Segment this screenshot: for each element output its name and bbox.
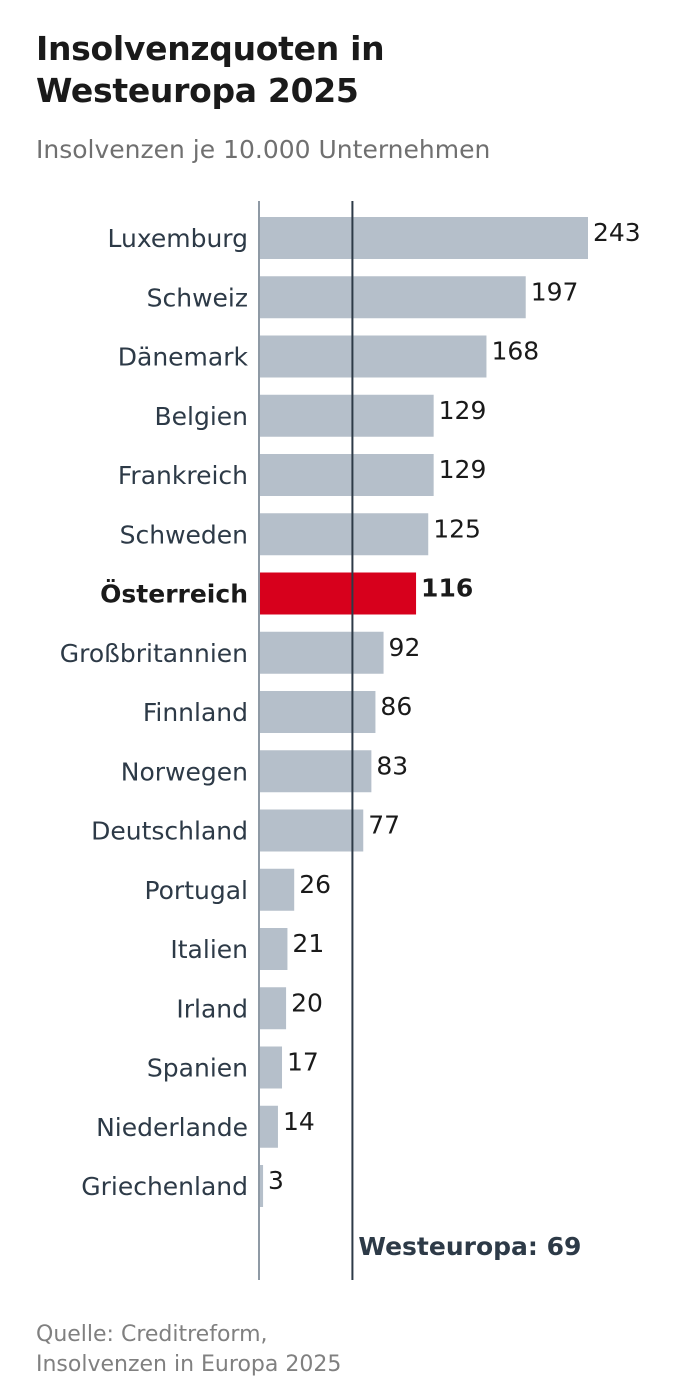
value-label-schweden: 125 — [433, 514, 481, 543]
chart-subtitle: Insolvenzen je 10.000 Unternehmen — [36, 135, 491, 164]
chart-title-line-1: Insolvenzquoten in — [36, 29, 385, 68]
bar-griechenland — [259, 1165, 264, 1207]
category-label-schweiz: Schweiz — [147, 283, 248, 312]
value-label-niederlande: 14 — [283, 1107, 315, 1136]
bar-luxemburg — [259, 217, 588, 259]
value-label-grossbritannien: 92 — [389, 633, 421, 662]
category-label-oesterreich: Österreich — [100, 579, 248, 609]
bar-niederlande — [259, 1105, 278, 1148]
value-label-belgien: 129 — [439, 396, 487, 425]
bar-chart-svg: Luxemburg 243 Schweiz 197 Dänemark 168 Belgien… — [60, 201, 641, 1280]
value-label-italien: 21 — [292, 929, 324, 958]
bar-frankreich — [259, 454, 434, 496]
category-label-schweden: Schweden — [120, 520, 248, 549]
bar-deutschland — [259, 809, 364, 852]
value-label-schweiz: 197 — [531, 277, 579, 306]
category-label-norwegen: Norwegen — [121, 757, 248, 786]
category-label-frankreich: Frankreich — [118, 461, 248, 490]
category-label-irland: Irland — [176, 994, 248, 1023]
value-label-deutschland: 77 — [368, 811, 400, 840]
bar-norwegen — [259, 750, 372, 793]
bar-schweiz — [259, 276, 526, 319]
value-label-irland: 20 — [291, 988, 323, 1017]
bar-daenemark — [259, 335, 487, 378]
value-label-norwegen: 83 — [376, 751, 408, 780]
bar-spanien — [259, 1046, 283, 1089]
bar-italien — [259, 928, 288, 970]
value-label-spanien: 17 — [287, 1048, 319, 1077]
source-note: Quelle: Creditreform, Insolvenzen in Eur… — [36, 1320, 341, 1380]
category-label-daenemark: Dänemark — [118, 343, 249, 372]
value-label-griechenland: 3 — [268, 1166, 284, 1195]
reference-line-label: Westeuropa: 69 — [358, 1232, 581, 1261]
category-label-niederlande: Niederlande — [96, 1113, 248, 1142]
value-label-finnland: 86 — [380, 692, 412, 721]
value-label-portugal: 26 — [299, 870, 331, 899]
chart-title-line-2: Westeuropa 2025 — [36, 71, 359, 110]
source-line-1: Quelle: Creditreform, — [36, 1322, 268, 1347]
source-line-2: Insolvenzen in Europa 2025 — [36, 1352, 342, 1377]
value-label-oesterreich: 116 — [421, 574, 473, 603]
category-label-portugal: Portugal — [144, 876, 248, 905]
bar-finnland — [259, 691, 376, 733]
value-label-luxemburg: 243 — [593, 218, 641, 247]
category-label-finnland: Finnland — [143, 698, 248, 727]
category-label-italien: Italien — [170, 935, 248, 964]
chart-title: Insolvenzquoten in Westeuropa 2025 — [36, 28, 676, 112]
category-label-deutschland: Deutschland — [91, 817, 248, 846]
category-label-luxemburg: Luxemburg — [107, 224, 248, 253]
bar-irland — [259, 987, 287, 1030]
bar-grossbritannien — [259, 631, 384, 674]
bar-portugal — [259, 868, 295, 911]
value-label-daenemark: 168 — [491, 337, 539, 366]
bar-belgien — [259, 394, 434, 437]
bar-schweden — [259, 513, 429, 556]
category-label-grossbritannien: Großbritannien — [60, 639, 248, 668]
value-label-frankreich: 129 — [439, 455, 487, 484]
category-label-spanien: Spanien — [147, 1054, 248, 1083]
bar-chart: Luxemburg 243 Schweiz 197 Dänemark 168 Belgien… — [0, 195, 700, 1290]
bar-oesterreich — [259, 572, 417, 615]
category-label-griechenland: Griechenland — [81, 1172, 248, 1201]
category-label-belgien: Belgien — [154, 402, 248, 431]
